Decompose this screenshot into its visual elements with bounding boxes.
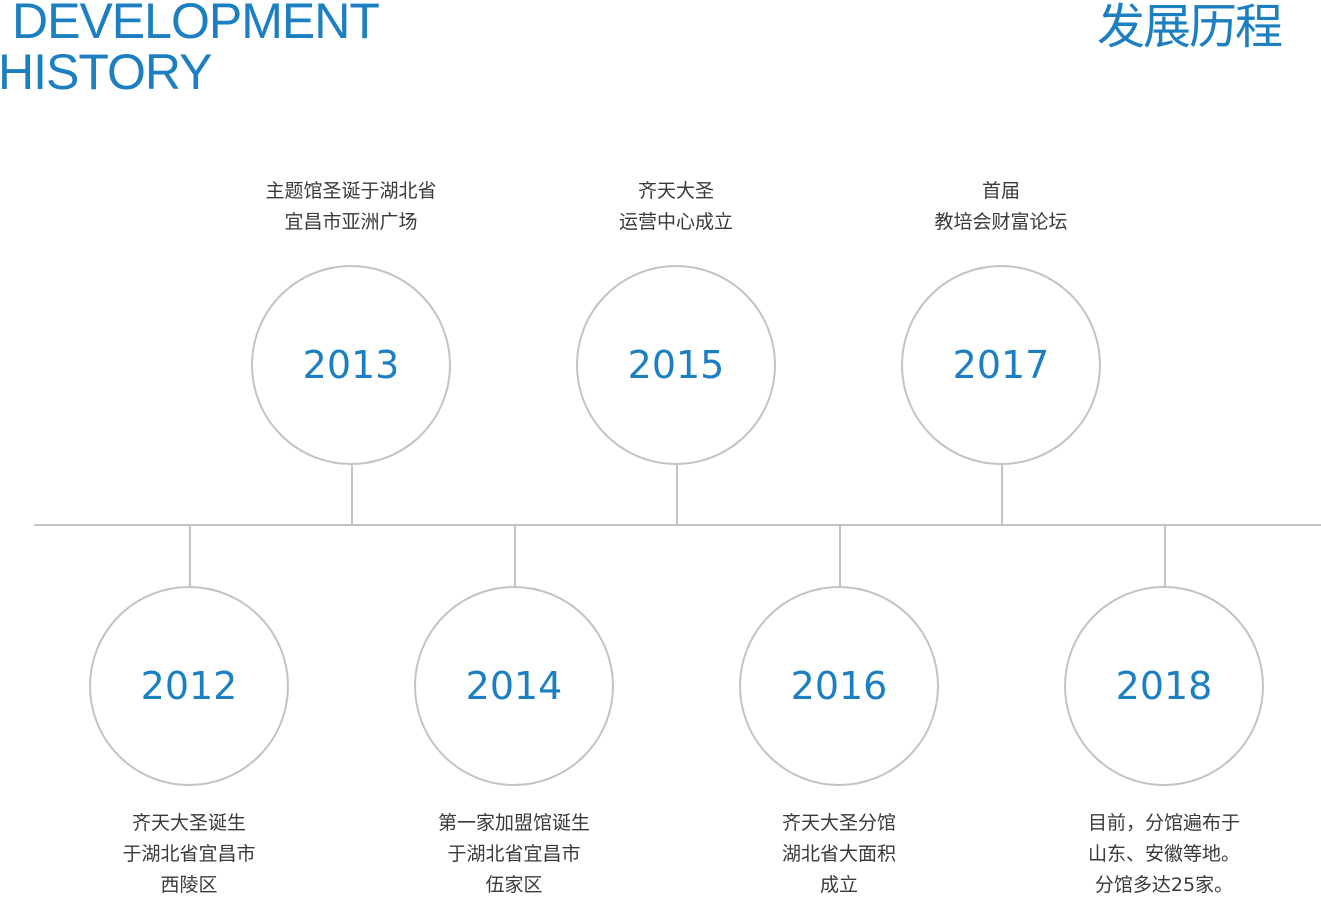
milestone-caption-2012: 齐天大圣诞生 于湖北省宜昌市 西陵区 — [59, 808, 319, 901]
milestone-circle-2016: 2016 — [739, 586, 939, 786]
caption-line: 宜昌市亚洲广场 — [284, 211, 418, 233]
milestone-circle-2013: 2013 — [251, 265, 451, 465]
caption-line: 首届 — [981, 180, 1020, 202]
milestone-circle-2015: 2015 — [576, 265, 776, 465]
milestone-year: 2014 — [465, 664, 563, 708]
caption-line: 齐天大圣诞生 — [131, 812, 246, 834]
caption-line: 伍家区 — [485, 874, 543, 896]
caption-line: 齐天大圣 — [637, 180, 714, 202]
timeline-stem-2018 — [1164, 525, 1166, 586]
caption-line: 分馆多达25家。 — [1094, 874, 1234, 896]
caption-line: 教培会财富论坛 — [934, 211, 1068, 233]
milestone-circle-2012: 2012 — [89, 586, 289, 786]
milestone-caption-2016: 齐天大圣分馆 湖北省大面积 成立 — [709, 808, 969, 901]
milestone-caption-2018: 目前，分馆遍布于 山东、安徽等地。 分馆多达25家。 — [1034, 808, 1294, 901]
timeline-stem-2015 — [676, 465, 678, 525]
milestone-caption-2014: 第一家加盟馆诞生 于湖北省宜昌市 伍家区 — [384, 808, 644, 901]
milestone-year: 2013 — [302, 343, 400, 387]
milestone-circle-2018: 2018 — [1064, 586, 1264, 786]
timeline-stem-2014 — [514, 525, 516, 586]
milestone-caption-2015: 齐天大圣 运营中心成立 — [546, 176, 806, 238]
caption-line: 第一家加盟馆诞生 — [437, 812, 590, 834]
milestone-year: 2015 — [627, 343, 725, 387]
caption-line: 山东、安徽等地。 — [1087, 843, 1240, 865]
milestone-year: 2018 — [1115, 664, 1213, 708]
caption-line: 目前，分馆遍布于 — [1087, 812, 1240, 834]
timeline-stem-2012 — [189, 525, 191, 586]
page-title-en-line1: DEVELOPMENT — [12, 0, 380, 49]
timeline-axis — [34, 524, 1321, 526]
milestone-caption-2013: 主题馆圣诞于湖北省 宜昌市亚洲广场 — [221, 176, 481, 238]
milestone-year: 2016 — [790, 664, 888, 708]
caption-line: 主题馆圣诞于湖北省 — [265, 180, 437, 202]
caption-line: 成立 — [819, 874, 858, 896]
caption-line: 湖北省大面积 — [781, 843, 896, 865]
page-title-en-line2: HISTORY — [0, 44, 212, 100]
milestone-caption-2017: 首届 教培会财富论坛 — [871, 176, 1131, 238]
caption-line: 于湖北省宜昌市 — [122, 843, 256, 865]
page-title-en: DEVELOPMENT HISTORY — [0, 0, 380, 100]
timeline-stem-2013 — [351, 465, 353, 525]
caption-line: 运营中心成立 — [618, 211, 733, 233]
caption-line: 西陵区 — [160, 874, 218, 896]
milestone-year: 2017 — [952, 343, 1050, 387]
caption-line: 齐天大圣分馆 — [781, 812, 896, 834]
timeline-stem-2017 — [1001, 465, 1003, 525]
milestone-year: 2012 — [140, 664, 238, 708]
page-title-cn: 发展历程 — [1096, 0, 1283, 55]
milestone-circle-2017: 2017 — [901, 265, 1101, 465]
timeline-stem-2016 — [839, 525, 841, 586]
caption-line: 于湖北省宜昌市 — [447, 843, 581, 865]
milestone-circle-2014: 2014 — [414, 586, 614, 786]
